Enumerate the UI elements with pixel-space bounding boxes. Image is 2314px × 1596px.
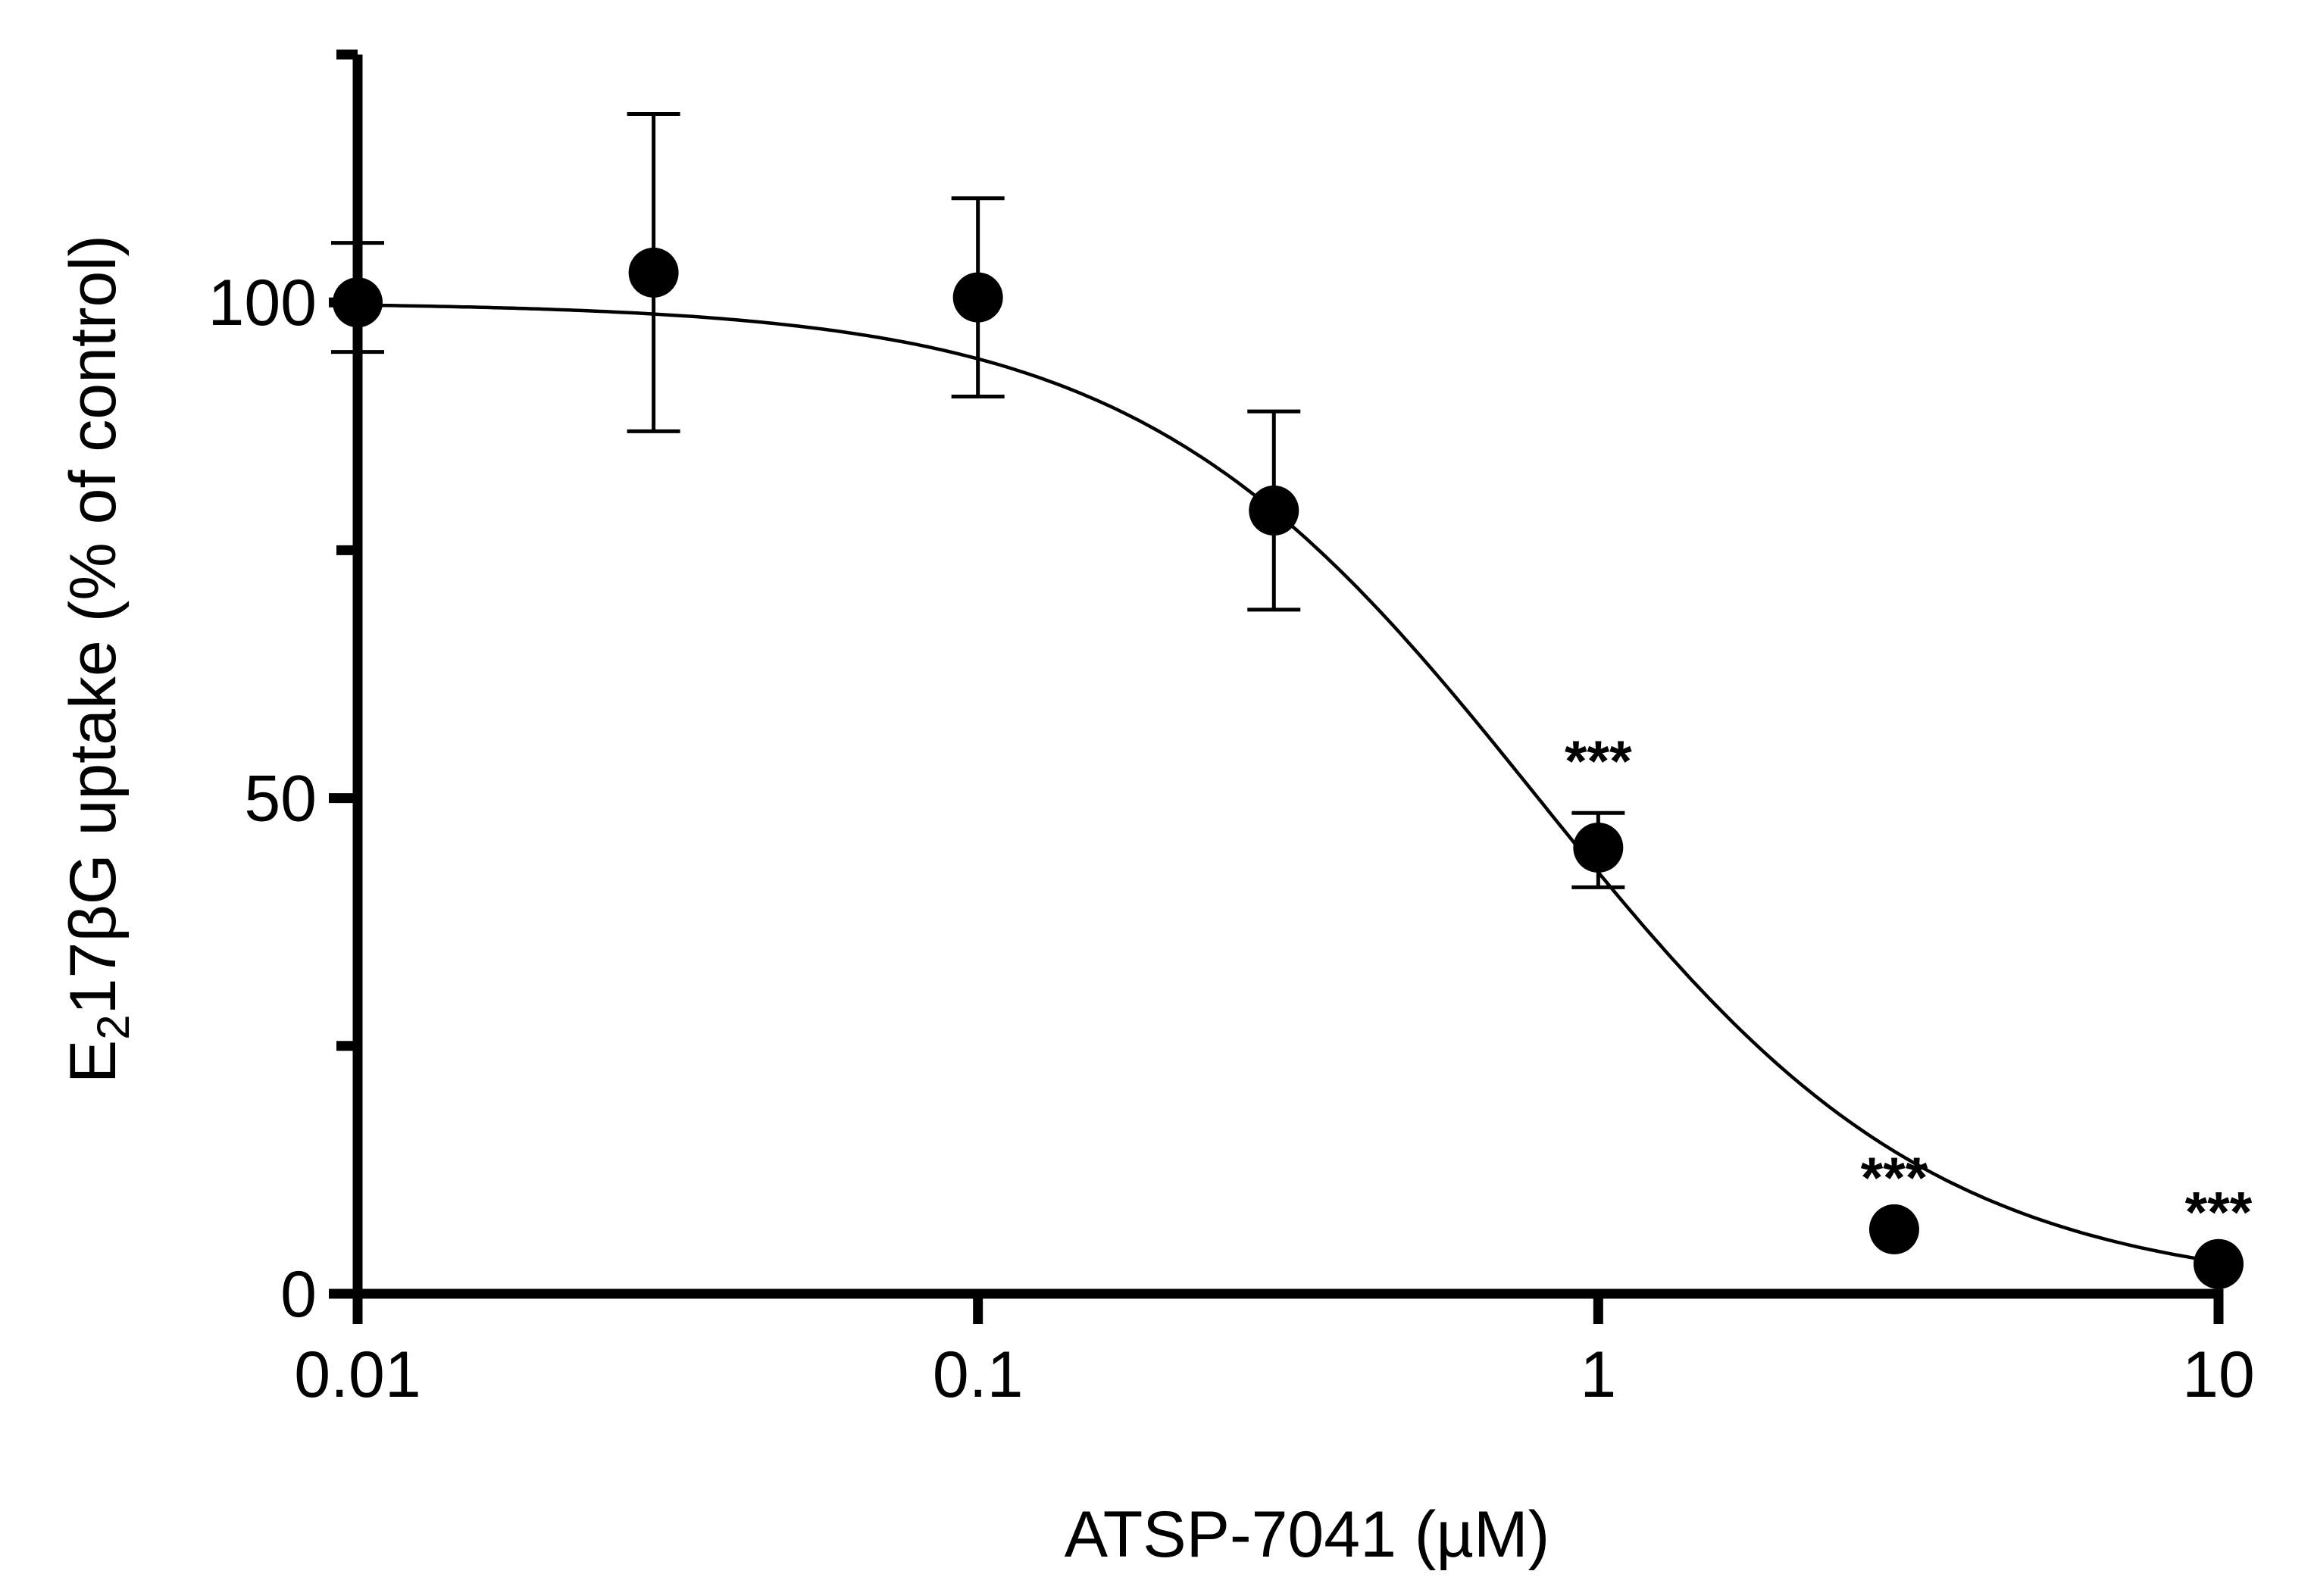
- data-point-4: [1573, 823, 1624, 873]
- x-tick-label-0.1: 0.1: [933, 1338, 1024, 1411]
- data-point-1: [628, 247, 679, 298]
- data-point-0: [333, 277, 383, 328]
- significance-label-5: ***: [1861, 1146, 1928, 1210]
- significance-labels: *** *** ***: [1565, 729, 2253, 1245]
- y-axis-title-rest: 17βG uptake (% of control): [57, 235, 130, 1014]
- y-axis-title: E217βG uptake (% of control): [57, 235, 139, 1083]
- data-point-2: [952, 272, 1003, 323]
- x-axis-title: ATSP-7041 (µM): [1065, 1498, 1550, 1571]
- y-tick-label-50: 50: [244, 763, 317, 835]
- data-points: [333, 247, 2244, 1289]
- significance-label-6: ***: [2185, 1181, 2253, 1245]
- x-tick-label-1: 1: [1580, 1338, 1616, 1411]
- y-axis-title-subscript: 2: [88, 1014, 139, 1039]
- data-point-3: [1249, 486, 1299, 536]
- error-bars: [331, 112, 1625, 889]
- ticks: 0 50 100 0.01 0.1 1 10: [208, 49, 2255, 1411]
- y-tick-label-100: 100: [208, 267, 317, 339]
- data-point-5: [1868, 1204, 1919, 1254]
- data-point-6: [2194, 1238, 2244, 1289]
- fit-layer: [357, 303, 2219, 1264]
- y-axis-title-prefix: E: [57, 1040, 130, 1083]
- y-tick-label-0: 0: [280, 1258, 317, 1331]
- axes: [352, 55, 2224, 1299]
- fit-curve: [357, 303, 2219, 1264]
- x-tick-label-0.01: 0.01: [294, 1338, 421, 1411]
- x-tick-label-10: 10: [2182, 1338, 2255, 1411]
- significance-label-4: ***: [1565, 729, 1632, 794]
